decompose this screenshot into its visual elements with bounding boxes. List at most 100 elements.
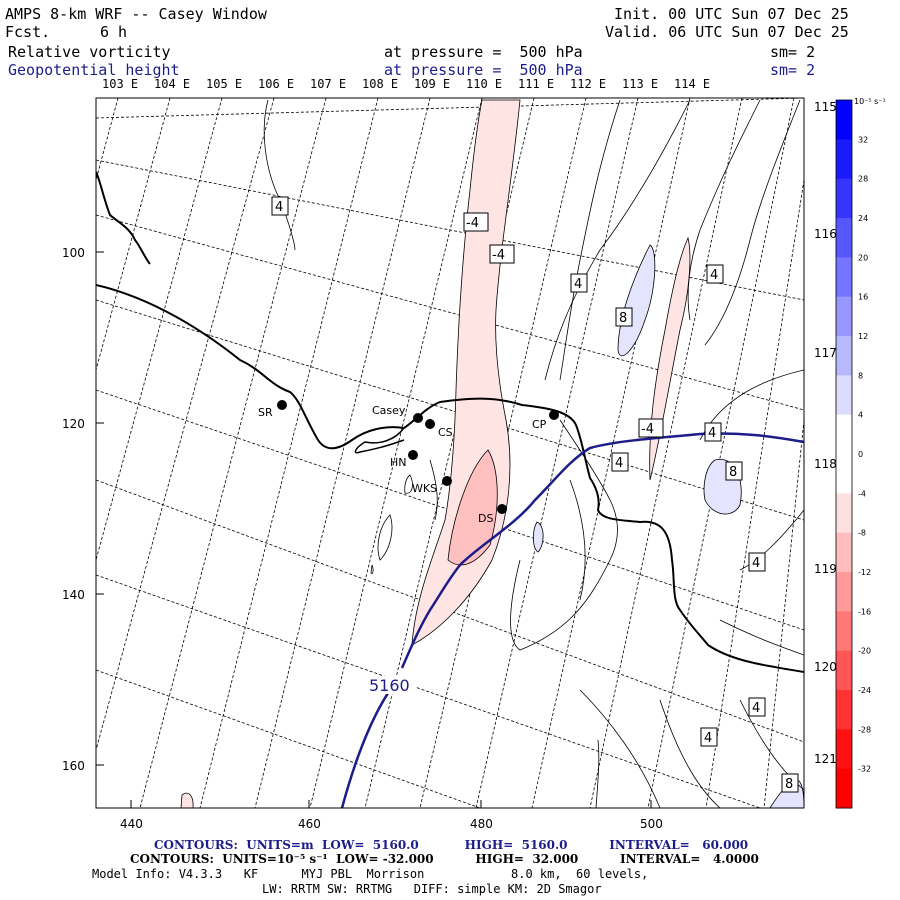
y-tick: 120 [62, 417, 85, 431]
colorbar-tick-label: -4 [858, 489, 866, 498]
pos-vorticity-region [617, 244, 656, 357]
vorticity-label: -4 [492, 248, 505, 263]
station-dot-hn [408, 450, 418, 460]
y-tick: 140 [62, 588, 85, 602]
lon-label: 114 E [674, 77, 711, 91]
colorbar-tick-label: -28 [858, 725, 871, 734]
station-label-cp: CP [532, 418, 547, 431]
axis-ticks [96, 251, 652, 808]
colorbar-swatch [836, 493, 852, 534]
field2-smooth: sm= 2 [770, 61, 816, 79]
vorticity-label: 4 [704, 731, 712, 746]
colorbar-tick-label: 12 [858, 332, 868, 341]
colorbar-tick-label: -20 [858, 647, 871, 656]
colorbar-swatch [836, 532, 852, 573]
vorticity-label: 4 [615, 456, 623, 471]
vorticity-label: 4 [275, 200, 283, 215]
contour-info-height: CONTOURS: UNITS=m LOW= 5160.0 HIGH= 5160… [154, 838, 749, 852]
field1-name: Relative vorticity [8, 43, 171, 61]
pos-vorticity-small [532, 521, 544, 553]
init-time: Init. 00 UTC Sun 07 Dec 25 [614, 5, 849, 23]
field2-level: at pressure = 500 hPa [384, 61, 583, 79]
vorticity-label: 8 [729, 465, 737, 480]
longitude-grid [96, 98, 804, 808]
colorbar-swatch [836, 178, 852, 219]
lon-label: 112 E [570, 77, 607, 91]
colorbar-frame [835, 99, 853, 809]
colorbar-tick-label: 28 [858, 175, 868, 184]
colorbar-tick-label: 4 [858, 411, 863, 420]
colorbar-swatch [836, 611, 852, 652]
colorbar-swatch [836, 572, 852, 612]
colorbar-swatch [836, 139, 852, 180]
field1-smooth: sm= 2 [770, 43, 816, 61]
colorbar-tick-label: -8 [858, 529, 866, 538]
coastline-inlet [354, 427, 405, 454]
y-tick: 160 [62, 759, 85, 773]
colorbar-swatch [836, 375, 852, 416]
vorticity-label: 4 [710, 268, 718, 283]
colorbar-swatch [836, 650, 852, 691]
vorticity-label: -4 [641, 422, 654, 437]
neg-vorticity-small [180, 792, 194, 808]
lon-label: 105 E [206, 77, 243, 91]
valid-time: Valid. 06 UTC Sun 07 Dec 25 [605, 23, 849, 41]
colorbar-swatch [836, 768, 852, 809]
y-tick: 100 [62, 246, 85, 260]
x-tick: 460 [298, 817, 321, 831]
colorbar-tick-label: 8 [858, 371, 863, 380]
station-dot-ds [497, 504, 507, 514]
station-dot-casey [413, 413, 423, 423]
colorbar-tick-label: -24 [858, 686, 871, 695]
colorbar-swatch [836, 100, 852, 140]
lon-label: 106 E [258, 77, 295, 91]
colorbar-swatch [836, 414, 852, 455]
station-dot-cp [549, 410, 559, 420]
colorbar-tick-label: 32 [858, 135, 868, 144]
vorticity-label: 4 [752, 701, 760, 716]
field1-level: at pressure = 500 hPa [384, 43, 583, 61]
colorbar-swatch [836, 690, 852, 730]
neg-vorticity-core [447, 449, 498, 566]
colorbar: 32 28 24 20 16 12 8 4 0 -4 -8 -12 -16 -20 -24 -28 -32 [835, 99, 871, 809]
station-dot-cs [425, 419, 435, 429]
model-info: Model Info: V4.3.3 KF MYJ PBL Morrison 8… [92, 867, 649, 881]
lon-label: 104 E [154, 77, 191, 91]
colorbar-swatch [836, 729, 852, 770]
vorticity-label: 8 [785, 777, 793, 792]
colorbar-tick-label: 16 [858, 293, 868, 302]
lon-label: 113 E [622, 77, 659, 91]
station-dot-sr [277, 400, 287, 410]
station-label-ds: DS [478, 512, 493, 525]
colorbar-swatch [836, 336, 852, 376]
lon-label: 103 E [102, 77, 139, 91]
lon-label: 111 E [518, 77, 555, 91]
vorticity-label: 4 [752, 556, 760, 571]
vorticity-label: -4 [466, 216, 479, 231]
colorbar-tick-label: -12 [858, 568, 871, 577]
vorticity-label: 8 [619, 311, 627, 326]
x-tick: 440 [120, 817, 143, 831]
colorbar-tick-label: 20 [858, 253, 868, 262]
forecast-value: 6 h [100, 23, 128, 41]
lon-label: 107 E [310, 77, 347, 91]
station-label-casey: Casey [372, 404, 406, 417]
coastline [96, 171, 804, 673]
lon-label: 108 E [362, 77, 399, 91]
lon-label: 110 E [466, 77, 503, 91]
model-info-2: LW: RRTM SW: RRTMG DIFF: simple KM: 2D S… [262, 882, 602, 896]
station-label-wks: WKS [412, 482, 437, 495]
colorbar-unit: 10⁻⁵ s⁻¹ [854, 97, 886, 106]
height-contour-5160 [340, 432, 804, 808]
latitude-grid [96, 98, 804, 808]
stations: SR Casey CS CP HN WKS DS [258, 400, 559, 525]
station-label-hn: HN [390, 456, 407, 469]
station-label-sr: SR [258, 406, 273, 419]
colorbar-tick-label: -16 [858, 607, 871, 616]
neg-vorticity-band [649, 236, 691, 481]
station-dot-wks [442, 476, 452, 486]
vorticity-contours [263, 99, 804, 808]
lon-label: 109 E [414, 77, 451, 91]
colorbar-swatch [836, 218, 852, 258]
